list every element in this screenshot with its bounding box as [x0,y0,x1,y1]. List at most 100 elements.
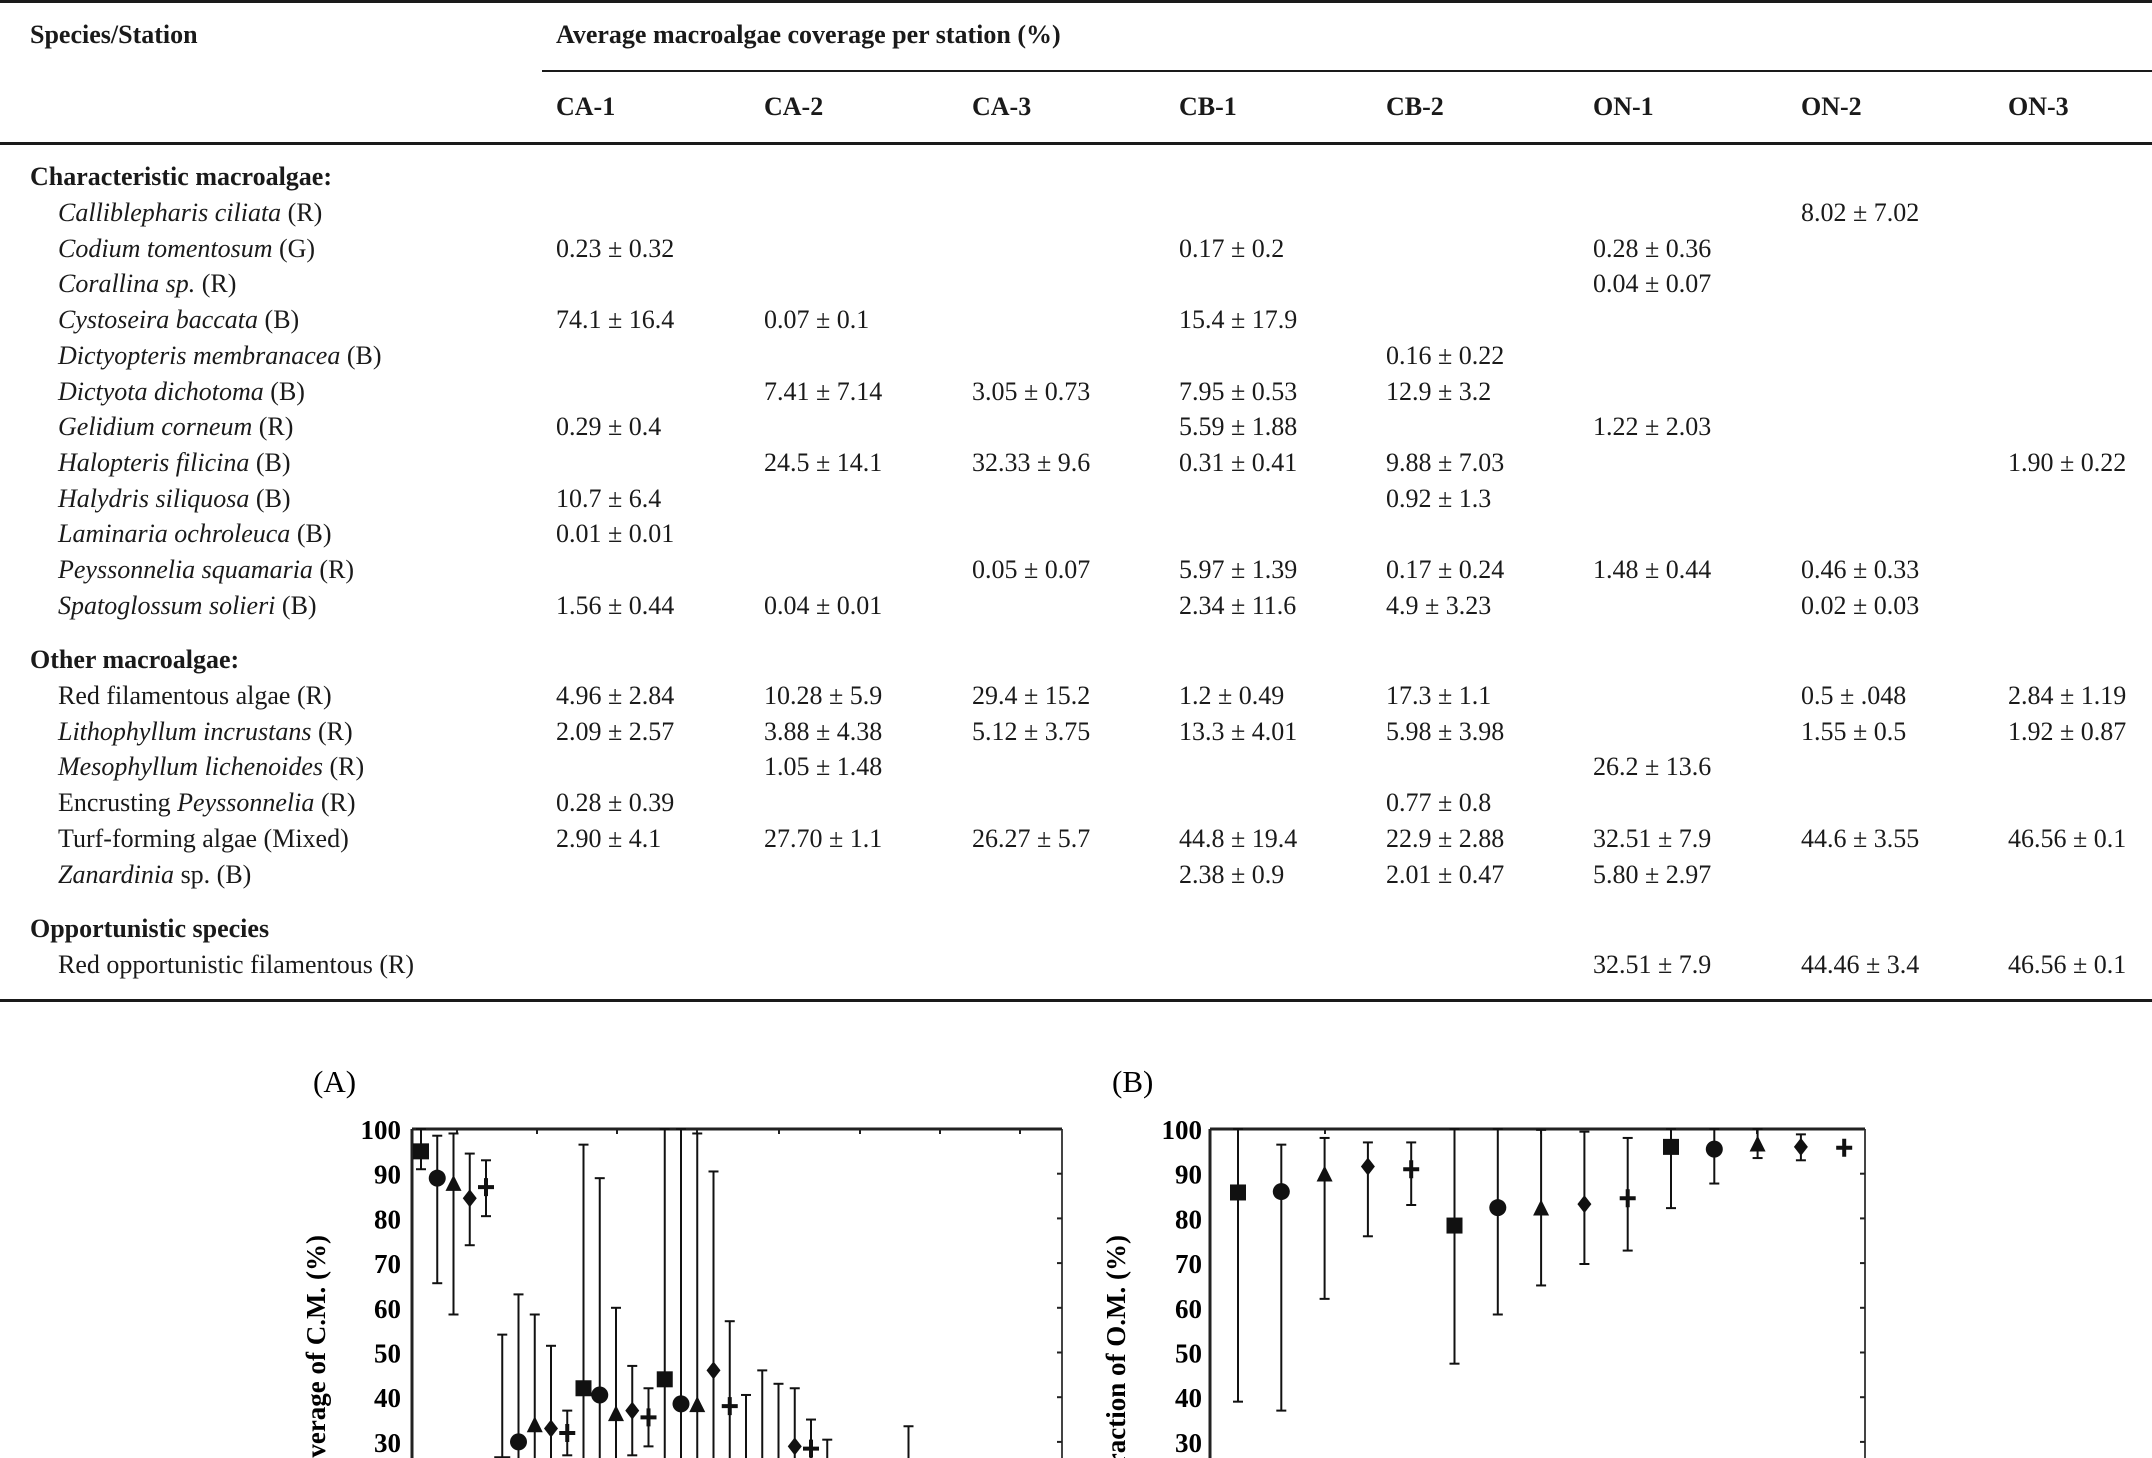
coverage-value: 8.02 ± 7.02 [1801,198,1920,227]
coverage-value: 44.6 ± 3.55 [1801,823,1920,853]
y-tick-label: 30 [1175,1428,1202,1458]
data-point-triangle [1749,1135,1766,1152]
species-name: Cystoseira baccata (B) [58,305,299,335]
data-point-circle [1705,1140,1723,1158]
species-name-italic: Halydris siliquosa [58,483,250,513]
coverage-value: 46.56 ± 0.1 [2008,823,2127,853]
coverage-value: 32.33 ± 9.6 [972,447,1091,477]
header-bottom-rule [0,142,2152,145]
species-name-italic: Peyssonnelia squamaria [58,555,313,584]
station-header-cb-1: CB-1 [1179,92,1237,121]
station-header-on-1: ON-1 [1593,92,1654,121]
y-tick-label: 100 [1162,1115,1203,1145]
species-name-italic: Peyssonnelia [177,788,315,818]
coverage-value: 0.17 ± 0.2 [1179,233,1285,263]
species-group-code: (R) [323,752,365,782]
y-tick-label: 40 [1175,1383,1202,1413]
species-name-text: Encrusting [58,788,178,818]
species-name: Encrusting Peyssonnelia (R) [58,788,356,818]
station-header-cb-2: CB-2 [1386,92,1444,121]
y-tick-label: 90 [374,1160,401,1190]
data-point-plus [478,1178,494,1197]
species-name-text: Red filamentous algae (R) [58,681,332,710]
y-tick-label: 70 [374,1249,401,1279]
coverage-value: 0.04 ± 0.07 [1593,269,1712,299]
coverage-value: 2.09 ± 2.57 [556,716,675,746]
data-point-plus [1619,1189,1636,1208]
data-point-diamond [625,1401,640,1420]
species-name: Dictyota dichotoma (B) [58,377,305,407]
species-name-italic: Laminaria ochroleuca [58,519,291,549]
coverage-value: 9.88 ± 7.03 [1386,447,1505,477]
data-point-diamond [462,1189,477,1208]
coverage-value: 2.84 ± 1.19 [2008,681,2127,710]
data-point-plus [1836,1138,1853,1157]
species-group-code: (B) [290,519,332,549]
species-name-text: Red opportunistic filamentous (R) [58,950,415,979]
coverage-value: 46.56 ± 0.1 [2008,950,2127,979]
species-name: Codium tomentosum (G) [58,234,315,264]
y-tick-label: 60 [374,1294,401,1324]
coverage-value: 2.01 ± 0.47 [1386,859,1505,889]
coverage-value: 17.3 ± 1.1 [1386,681,1492,710]
coverage-value: 0.29 ± 0.4 [556,412,662,442]
coverage-value: 1.05 ± 1.48 [764,752,883,782]
panel-label: (A) [313,1064,356,1099]
species-name: Turf-forming algae (Mixed) [58,824,349,854]
data-point-plus [721,1397,738,1416]
species-name: Dictyopteris membranacea (B) [58,341,382,371]
species-name-italic: Lithophyllum incrustans [58,716,312,746]
data-point-circle [1489,1199,1507,1217]
species-name: Corallina sp. (R) [58,269,236,299]
species-name: Halydris siliquosa (B) [58,484,291,514]
species-group-code: (B) [275,590,317,620]
species-name-italic: Dictyota dichotoma [58,376,264,406]
data-point-circle [1272,1183,1290,1201]
coverage-value: 15.4 ± 17.9 [1179,305,1298,335]
section-heading: Characteristic macroalgae: [30,162,333,191]
data-point-plus [1403,1160,1420,1179]
data-point-triangle [526,1416,543,1433]
data-point-diamond [1793,1137,1808,1156]
coverage-value: 5.80 ± 2.97 [1593,859,1712,889]
data-point-plus [559,1423,576,1442]
coverage-value: 4.9 ± 3.23 [1386,590,1492,620]
coverage-value: 1.90 ± 0.22 [2008,447,2127,477]
data-point-plus [640,1408,657,1427]
coverage-value: 0.04 ± 0.01 [764,590,883,620]
species-group-code: (R) [195,269,237,299]
coverage-value: 44.46 ± 3.4 [1801,950,1920,979]
section-heading: Opportunistic species [30,914,270,943]
data-point-diamond [706,1361,721,1380]
coverage-value: 1.2 ± 0.49 [1179,681,1285,710]
data-point-triangle [445,1174,462,1191]
data-point-square [1230,1184,1246,1201]
data-point-circle [591,1386,609,1404]
data-point-square [413,1143,429,1160]
species-station-header: Species/Station [30,20,198,49]
coverage-value: 0.17 ± 0.24 [1386,555,1505,584]
coverage-value: 29.4 ± 15.2 [972,681,1091,710]
data-point-diamond [544,1419,558,1438]
species-group-code: (B) [258,305,300,335]
species-name-italic: Zanardinia [58,859,175,889]
species-name: Halopteris filicina (B) [58,448,291,478]
species-group-code: sp. (B) [174,859,252,889]
coverage-value: 0.28 ± 0.36 [1593,233,1712,263]
coverage-value: 5.12 ± 3.75 [972,716,1091,746]
coverage-value: 0.07 ± 0.1 [764,305,870,335]
species-name: Lithophyllum incrustans (R) [58,717,353,747]
coverage-value: 2.38 ± 0.9 [1179,859,1285,889]
coverage-value: 1.56 ± 0.44 [556,590,675,620]
section-heading: Other macroalgae: [30,645,240,674]
coverage-value: 7.41 ± 7.14 [764,376,883,406]
species-group-code: (R) [252,412,294,442]
coverage-value: 4.96 ± 2.84 [556,681,675,710]
species-name-italic: Corallina sp. [58,269,196,299]
coverage-value: 24.5 ± 14.1 [764,447,883,477]
coverage-value: 0.31 ± 0.41 [1179,447,1298,477]
coverage-value: 0.46 ± 0.33 [1801,555,1920,584]
data-point-square [575,1380,592,1397]
coverage-value: 27.70 ± 1.1 [764,823,883,853]
